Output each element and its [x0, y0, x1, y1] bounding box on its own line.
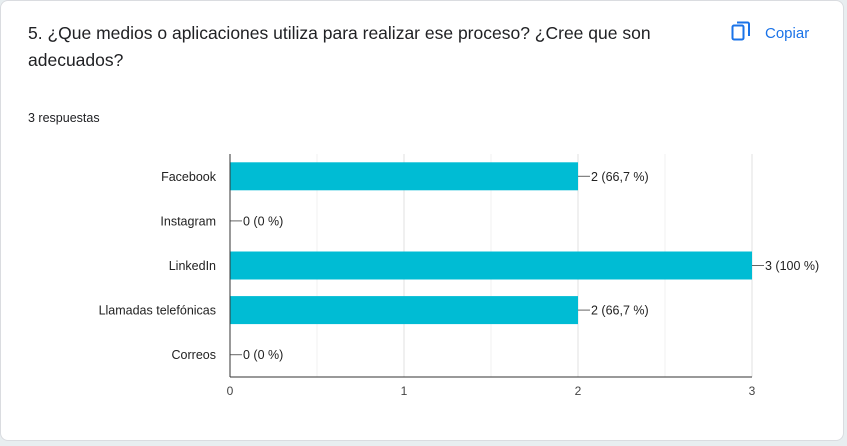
data-label: 2 (66,7 %)	[591, 304, 649, 318]
category-label: LinkedIn	[169, 259, 216, 273]
bar	[230, 296, 578, 325]
data-label: 3 (100 %)	[765, 259, 819, 273]
category-label: Llamadas telefónicas	[99, 304, 216, 318]
category-label: Facebook	[161, 170, 217, 184]
data-label: 0 (0 %)	[243, 348, 283, 362]
copy-button-label: Copiar	[765, 24, 810, 42]
category-label: Instagram	[160, 214, 216, 228]
data-label: 0 (0 %)	[243, 214, 283, 228]
response-count: 3 respuestas	[28, 111, 100, 125]
x-tick-label: 3	[749, 384, 756, 398]
x-tick-label: 0	[227, 384, 234, 398]
question-title: 5. ¿Que medios o aplicaciones utiliza pa…	[28, 23, 651, 70]
x-tick-label: 1	[401, 384, 408, 398]
x-tick-label: 2	[575, 384, 582, 398]
category-label: Correos	[172, 348, 216, 362]
copy-icon	[729, 19, 753, 48]
data-label: 2 (66,7 %)	[591, 170, 649, 184]
copy-button[interactable]: Copiar	[729, 17, 809, 49]
bar	[230, 162, 578, 191]
bar	[230, 251, 752, 280]
